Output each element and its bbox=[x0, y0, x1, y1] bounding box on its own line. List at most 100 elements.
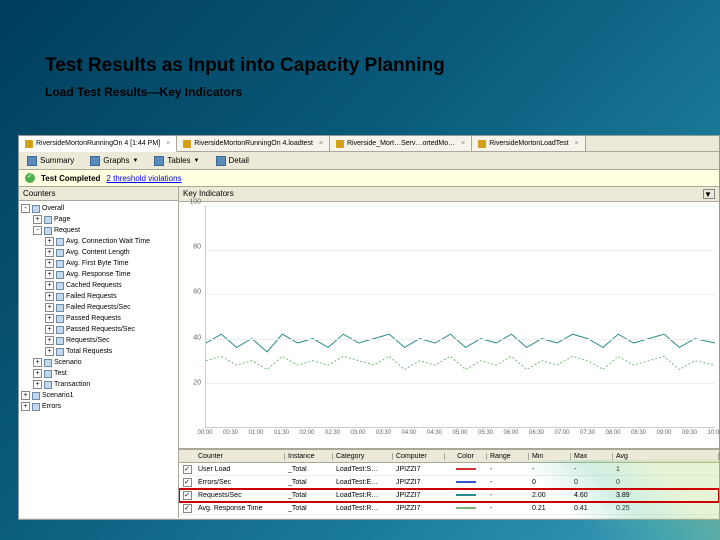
chart-series bbox=[206, 334, 715, 352]
status-bar: Test Completed 2 threshold violations bbox=[19, 170, 719, 187]
tab[interactable]: RiversideMortonRunningOn 4.loadtest× bbox=[177, 136, 330, 151]
tab[interactable]: Riverside_Mort…Serv…ortedMo…× bbox=[330, 136, 472, 151]
x-tick: 09:30 bbox=[682, 430, 697, 436]
expand-icon[interactable]: - bbox=[21, 204, 30, 213]
chart-header: Key Indicators ▼ bbox=[179, 187, 719, 202]
close-icon[interactable]: × bbox=[166, 140, 170, 147]
expand-icon[interactable]: + bbox=[45, 270, 54, 279]
expand-icon[interactable]: + bbox=[33, 369, 42, 378]
graphs-button[interactable]: Graphs▼ bbox=[86, 155, 142, 167]
checkbox[interactable]: ✓ bbox=[183, 504, 192, 513]
checkbox[interactable]: ✓ bbox=[183, 478, 192, 487]
table-row[interactable]: ✓Avg. Response Time_TotalLoadTest:R…JPIZ… bbox=[179, 502, 719, 515]
expand-icon[interactable]: + bbox=[45, 248, 54, 257]
tree-item[interactable]: +Scenario bbox=[21, 357, 176, 368]
color-swatch bbox=[456, 468, 476, 470]
tree-item[interactable]: +Failed Requests bbox=[21, 291, 176, 302]
expand-icon[interactable]: + bbox=[21, 391, 30, 400]
expand-icon[interactable]: + bbox=[45, 259, 54, 268]
checkbox[interactable]: ✓ bbox=[183, 465, 192, 474]
node-icon bbox=[56, 282, 64, 290]
x-tick: 04:00 bbox=[401, 430, 416, 436]
expand-icon[interactable]: + bbox=[33, 215, 42, 224]
violations-link[interactable]: 2 threshold violations bbox=[106, 174, 181, 183]
table-row[interactable]: ✓Errors/Sec_TotalLoadTest:E…JPIZZI7-000 bbox=[179, 476, 719, 489]
node-icon bbox=[44, 227, 52, 235]
node-icon bbox=[56, 238, 64, 246]
tree-item[interactable]: +Cached Requests bbox=[21, 280, 176, 291]
tree-item[interactable]: +Page bbox=[21, 214, 176, 225]
x-tick: 00:00 bbox=[197, 430, 212, 436]
node-icon bbox=[32, 392, 40, 400]
counters-header: Counters bbox=[19, 187, 178, 201]
chart-series bbox=[206, 356, 715, 369]
node-icon bbox=[56, 260, 64, 268]
graphs-icon bbox=[90, 156, 100, 166]
tree-item[interactable]: +Requests/Sec bbox=[21, 335, 176, 346]
expand-icon[interactable]: + bbox=[45, 325, 54, 334]
expand-icon[interactable]: + bbox=[33, 358, 42, 367]
table-row[interactable]: ✓Requests/Sec_TotalLoadTest:R…JPIZZI7-2.… bbox=[179, 489, 719, 502]
close-icon[interactable]: × bbox=[575, 140, 579, 147]
x-tick: 04:30 bbox=[427, 430, 442, 436]
color-swatch bbox=[456, 481, 476, 483]
x-tick: 00:30 bbox=[223, 430, 238, 436]
detail-icon bbox=[216, 156, 226, 166]
x-tick: 05:30 bbox=[478, 430, 493, 436]
tree-item[interactable]: +Transaction bbox=[21, 379, 176, 390]
tree-item[interactable]: +Avg. Connection Wait Time bbox=[21, 236, 176, 247]
tree-item[interactable]: +Total Requests bbox=[21, 346, 176, 357]
x-tick: 01:30 bbox=[274, 430, 289, 436]
node-icon bbox=[56, 249, 64, 257]
tree-item[interactable]: +Failed Requests/Sec bbox=[21, 302, 176, 313]
tree-item[interactable]: -Request bbox=[21, 225, 176, 236]
tree-item[interactable]: +Passed Requests/Sec bbox=[21, 324, 176, 335]
expand-icon[interactable]: - bbox=[33, 226, 42, 235]
node-icon bbox=[32, 205, 40, 213]
expand-icon[interactable]: + bbox=[21, 402, 30, 411]
chart-dropdown[interactable]: ▼ bbox=[703, 189, 715, 199]
expand-icon[interactable]: + bbox=[45, 292, 54, 301]
detail-button[interactable]: Detail bbox=[212, 155, 253, 167]
expand-icon[interactable]: + bbox=[45, 303, 54, 312]
table-row[interactable]: ✓User Load_TotalLoadTest:S…JPIZZI7---1 bbox=[179, 463, 719, 476]
app-window: RiversideMortonRunningOn 4 [1:44 PM]×Riv… bbox=[18, 135, 720, 520]
tables-icon bbox=[154, 156, 164, 166]
node-icon bbox=[44, 359, 52, 367]
tree-item[interactable]: +Test bbox=[21, 368, 176, 379]
counters-tree[interactable]: -Overall+Page-Request+Avg. Connection Wa… bbox=[19, 201, 178, 414]
status-text: Test Completed bbox=[41, 174, 100, 183]
expand-icon[interactable]: + bbox=[45, 237, 54, 246]
tree-item[interactable]: +Passed Requests bbox=[21, 313, 176, 324]
checkbox[interactable]: ✓ bbox=[183, 491, 192, 500]
tab[interactable]: RiversideMortonLoadTest× bbox=[472, 136, 585, 151]
expand-icon[interactable]: + bbox=[45, 281, 54, 290]
chart-area: 10080604020 00:0000:3001:0001:3002:0002:… bbox=[179, 202, 719, 448]
x-tick: 10:00 bbox=[707, 430, 720, 436]
node-icon bbox=[44, 370, 52, 378]
tree-item[interactable]: +Errors bbox=[21, 401, 176, 412]
x-tick: 07:30 bbox=[580, 430, 595, 436]
tables-button[interactable]: Tables▼ bbox=[150, 155, 203, 167]
expand-icon[interactable]: + bbox=[33, 380, 42, 389]
toolbar: Summary Graphs▼ Tables▼ Detail bbox=[19, 152, 719, 170]
y-tick: 40 bbox=[193, 334, 201, 341]
summary-button[interactable]: Summary bbox=[23, 155, 78, 167]
node-icon bbox=[56, 315, 64, 323]
tree-item[interactable]: +Avg. First Byte Time bbox=[21, 258, 176, 269]
x-tick: 06:30 bbox=[529, 430, 544, 436]
x-tick: 08:30 bbox=[631, 430, 646, 436]
tree-item[interactable]: +Avg. Response Time bbox=[21, 269, 176, 280]
tree-item[interactable]: +Avg. Content Length bbox=[21, 247, 176, 258]
node-icon bbox=[56, 337, 64, 345]
tab[interactable]: RiversideMortonRunningOn 4 [1:44 PM]× bbox=[19, 136, 177, 152]
tree-item[interactable]: -Overall bbox=[21, 203, 176, 214]
close-icon[interactable]: × bbox=[319, 140, 323, 147]
expand-icon[interactable]: + bbox=[45, 347, 54, 356]
check-icon bbox=[25, 173, 35, 183]
tree-item[interactable]: +Scenario1 bbox=[21, 390, 176, 401]
expand-icon[interactable]: + bbox=[45, 336, 54, 345]
tab-icon bbox=[183, 140, 191, 148]
close-icon[interactable]: × bbox=[461, 140, 465, 147]
expand-icon[interactable]: + bbox=[45, 314, 54, 323]
